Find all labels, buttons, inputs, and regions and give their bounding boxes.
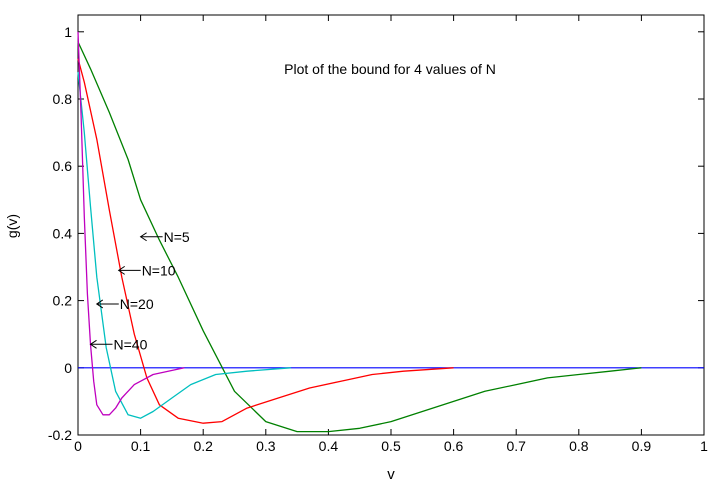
y-tick-label: 0.6: [53, 158, 73, 174]
annotations: N=5 N=10 N=20 N=40: [89, 229, 190, 352]
series-line-n5: [77, 41, 642, 433]
annotation-arrowhead: [117, 265, 125, 275]
y-axis-label: g(v): [4, 214, 20, 238]
x-tick-label: 1: [700, 438, 708, 454]
y-tick-label: -0.2: [48, 427, 72, 443]
y-tick-label: 0.8: [53, 91, 73, 107]
y-tick-label: 0.4: [53, 225, 73, 241]
annotation-label: N=5: [164, 229, 190, 245]
x-tick-label: 0.9: [632, 438, 652, 454]
x-tick-label: 0.1: [131, 438, 151, 454]
plot-area: [77, 14, 705, 436]
x-tick-label: 0.6: [444, 438, 464, 454]
x-tick-label: 0.5: [381, 438, 401, 454]
x-tick-label: 0.8: [569, 438, 589, 454]
x-tick-label: 0.7: [506, 438, 526, 454]
x-tick-label: 0.4: [319, 438, 339, 454]
annotation-label: N=10: [142, 262, 176, 278]
chart-title: Plot of the bound for 4 values of N: [284, 61, 496, 77]
x-tick-label: 0: [74, 438, 82, 454]
series-lines: [77, 31, 642, 433]
annotation-label: N=40: [114, 336, 148, 352]
series-line-n40: [77, 31, 185, 416]
x-axis-label: v: [387, 466, 395, 483]
y-tick-label: 1: [64, 24, 72, 40]
y-tick-label: 0: [64, 360, 72, 376]
annotation-arrowhead: [89, 339, 97, 349]
annotation-arrowhead: [139, 232, 147, 242]
axis-ticks: 0 0.1 0.2 0.3 0.4 0.5 0.6 0.7 0.8 0.9 1-0.200.20.4…: [48, 15, 708, 454]
y-tick-label: 0.2: [53, 293, 73, 309]
x-tick-label: 0.2: [193, 438, 213, 454]
series-line-n20: [77, 72, 291, 419]
x-tick-label: 0.3: [256, 438, 276, 454]
series-line-n10: [77, 58, 454, 424]
annotation-label: N=20: [120, 296, 154, 312]
annotation-arrowhead: [95, 299, 104, 309]
